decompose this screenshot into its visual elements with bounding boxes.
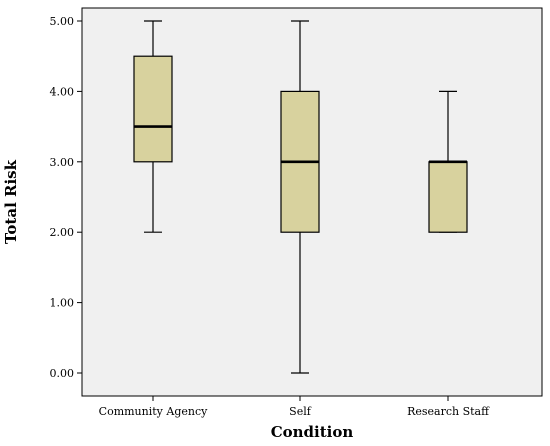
y-tick-label: 1.00: [50, 297, 75, 310]
box-group: [133, 20, 468, 374]
x-axis-title: Condition: [271, 423, 354, 441]
box-community-agency: [133, 20, 173, 233]
y-tick-label: 5.00: [50, 15, 75, 28]
box-self: [280, 20, 320, 374]
x-tick-label: Research Staff: [407, 405, 490, 418]
x-tick-label: Community Agency: [99, 405, 208, 418]
box-iqr: [428, 161, 468, 233]
box-iqr: [133, 55, 173, 163]
y-tick-label: 0.00: [50, 367, 75, 380]
x-tick-label: Self: [289, 405, 312, 418]
y-tick-label: 3.00: [50, 156, 75, 169]
y-axis-title: Total Risk: [2, 159, 20, 244]
y-axis: 0.00 1.00 2.00 3.00 4.00 5.00: [50, 15, 82, 380]
box-research-staff: [428, 90, 468, 233]
y-tick-label: 4.00: [50, 85, 75, 98]
y-tick-label: 2.00: [50, 226, 75, 239]
x-axis: Community Agency Self Research Staff: [99, 396, 490, 418]
